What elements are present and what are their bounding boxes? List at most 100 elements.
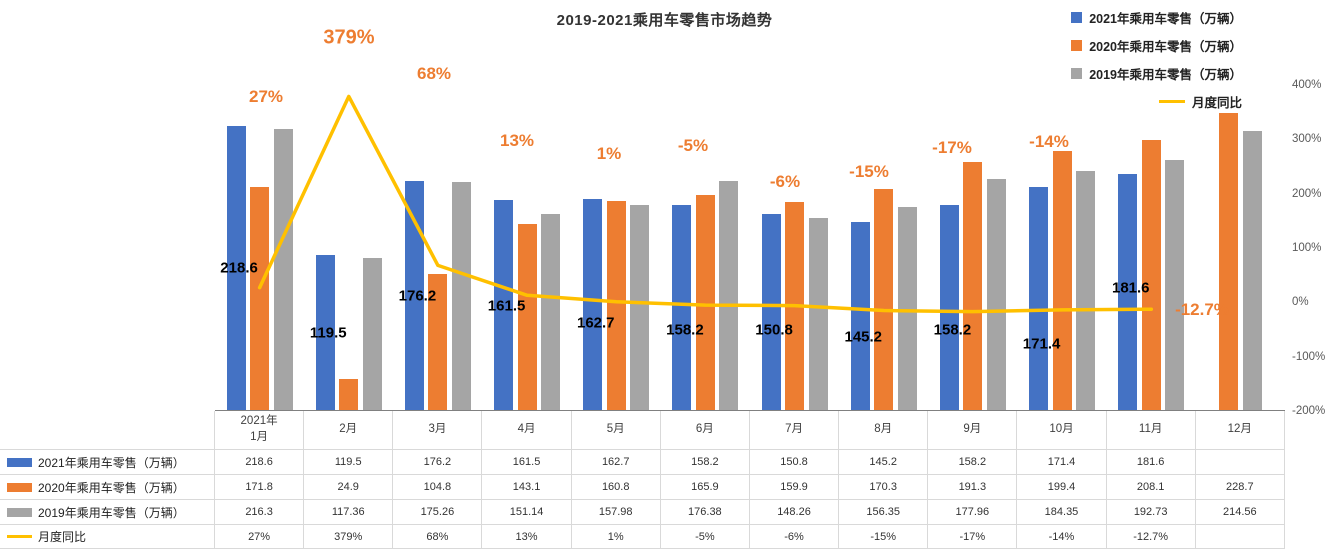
value-label-6月: 158.2: [666, 321, 704, 339]
table-cell-r1-c6: 158.2: [660, 449, 750, 474]
table-cell-r2-c11: 208.1: [1106, 474, 1196, 499]
table-cell-r2-c12: 228.7: [1195, 474, 1285, 499]
yoy-label-8月: -15%: [849, 162, 889, 181]
yoy-label-5月: 1%: [596, 144, 622, 163]
table-cell-r3-c2: 117.36: [304, 499, 394, 524]
table-cell-r4-c10: -14%: [1017, 524, 1107, 549]
table-cell-r3-c10: 184.35: [1017, 499, 1107, 524]
table-cell-r4-c8: -15%: [839, 524, 929, 549]
legend-label: 月度同比: [1191, 96, 1242, 110]
value-label-9月: 158.2: [933, 321, 972, 339]
line-series-key-icon: [7, 535, 32, 538]
table-cell-r3-c4: 151.14: [482, 499, 572, 524]
value-label-3月: 176.2: [398, 287, 437, 305]
table-cell-r1-c4: 161.5: [482, 449, 572, 474]
table-corner-cell: [0, 411, 215, 449]
table-cell-r4-c2: 379%: [304, 524, 394, 549]
table-row-label-2: 2020年乘用车零售（万辆）: [0, 474, 215, 499]
bar-legend-marker-icon: [1071, 68, 1083, 79]
table-cell-r2-c4: 143.1: [482, 474, 572, 499]
table-month-header-5: 5月: [572, 411, 661, 449]
right-axis-tick-400%: 400%: [1292, 79, 1322, 91]
table-cell-r1-c3: 176.2: [393, 449, 483, 474]
yoy-label-10月: -14%: [1029, 132, 1069, 151]
legend-label: 2019年乘用车零售（万辆）: [1089, 68, 1242, 82]
yoy-label-2021年1月: 27%: [248, 87, 284, 106]
table-cell-r1-c2: 119.5: [304, 449, 394, 474]
yoy-label-11月: -12.7%: [1175, 300, 1229, 319]
table-cell-r1-c1: 218.6: [215, 449, 305, 474]
bar-2020年乘用车零售（万辆）-12月: [1219, 112, 1239, 411]
value-label-2月: 119.5: [309, 324, 347, 342]
line-legend-marker-icon: [1158, 100, 1185, 103]
table-cell-r1-c5: 162.7: [571, 449, 661, 474]
table-cell-r3-c1: 216.3: [215, 499, 305, 524]
value-label-11月: 181.6: [1111, 279, 1150, 297]
legend-label: 2020年乘用车零售（万辆）: [1089, 40, 1242, 54]
table-cell-r2-c7: 159.9: [749, 474, 840, 499]
bar-2019年乘用车零售（万辆）-11月: [1165, 159, 1185, 411]
table-cell-r1-c11: 181.6: [1106, 449, 1196, 474]
table-cell-r1-c9: 158.2: [928, 449, 1018, 474]
table-cell-r4-c5: 1%: [571, 524, 661, 549]
table-cell-r3-c7: 148.26: [749, 499, 840, 524]
table-month-header-8: 8月: [839, 411, 929, 449]
table-cell-r1-c10: 171.4: [1017, 449, 1107, 474]
x-axis-line: [215, 410, 1285, 412]
table-cell-r4-c6: -5%: [660, 524, 750, 549]
right-axis-tick-100%: 100%: [1292, 242, 1322, 254]
chart-title: 2019-2021乘用车零售市场趋势: [556, 12, 773, 29]
table-cell-r1-c7: 150.8: [749, 449, 840, 474]
table-cell-r2-c5: 160.8: [571, 474, 661, 499]
table-cell-r4-c7: -6%: [749, 524, 840, 549]
table-month-header-4: 4月: [482, 411, 572, 449]
table-row-label-1: 2021年乘用车零售（万辆）: [0, 449, 215, 474]
bar-series-key-icon: [7, 507, 32, 517]
table-month-header-9: 9月: [928, 411, 1018, 449]
series-name: 2019年乘用车零售（万辆）: [38, 505, 185, 520]
right-axis-tick-300%: 300%: [1292, 133, 1322, 146]
bar-2020年乘用车零售（万辆）-2月: [339, 378, 359, 411]
table-cell-r2-c10: 199.4: [1017, 474, 1107, 499]
table-month-header-10: 10月: [1017, 411, 1107, 449]
table-cell-r4-c12: [1195, 524, 1285, 549]
value-label-5月: 162.7: [576, 314, 615, 332]
table-cell-r4-c9: -17%: [928, 524, 1018, 549]
bar-2019年乘用车零售（万辆）-12月: [1242, 131, 1262, 411]
table-cell-r2-c9: 191.3: [928, 474, 1018, 499]
yoy-label-7月: -6%: [769, 172, 801, 191]
series-name: 2021年乘用车零售（万辆）: [38, 455, 185, 470]
value-label-10月: 171.4: [1022, 335, 1061, 353]
right-axis-tick-200%: 200%: [1292, 187, 1322, 200]
table-cell-r1-c8: 145.2: [839, 449, 929, 474]
legend: 2021年乘用车零售（万辆） 2020年乘用车零售（万辆） 2019年乘用车零售（万…: [1071, 8, 1242, 111]
table-cell-r2-c3: 104.8: [393, 474, 483, 499]
yoy-label-9月: -17%: [932, 138, 972, 157]
series-name: 月度同比: [38, 530, 87, 544]
table-month-header-12: 12月: [1196, 411, 1285, 449]
table-cell-r3-c9: 177.96: [928, 499, 1018, 524]
value-label-7月: 150.8: [755, 321, 793, 339]
yoy-label-3月: 68%: [416, 64, 452, 83]
right-axis-tick--100%: -100%: [1292, 350, 1326, 363]
table-cell-r4-c1: 27%: [215, 524, 305, 549]
table-cell-r3-c11: 192.73: [1106, 499, 1196, 524]
table-cell-r3-c6: 176.38: [660, 499, 750, 524]
data-table: 2021年 1月 2月 3月 4月 5月 6月 7月 8月 9月 10月 11月 12月 2021年乘用…: [0, 411, 1285, 549]
table-cell-r3-c5: 157.98: [571, 499, 661, 524]
table-cell-r4-c11: -12.7%: [1106, 524, 1196, 549]
table-cell-r2-c2: 24.9: [304, 474, 394, 499]
bar-series-key-icon: [7, 457, 32, 467]
right-axis-tick--200%: -200%: [1292, 405, 1326, 417]
table-row-label-3: 2019年乘用车零售（万辆）: [0, 499, 215, 524]
legend-label: 2021年乘用车零售（万辆）: [1089, 12, 1242, 26]
table-month-header-7: 7月: [750, 411, 840, 449]
table-cell-r3-c8: 156.35: [839, 499, 929, 524]
table-cell-r4-c3: 68%: [393, 524, 483, 549]
bar-legend-marker-icon: [1071, 40, 1083, 51]
table-cell-r4-c4: 13%: [482, 524, 572, 549]
bar-2021年乘用车零售（万辆）-2021年1月: [226, 125, 246, 411]
yoy-label-6月: -5%: [677, 136, 709, 155]
